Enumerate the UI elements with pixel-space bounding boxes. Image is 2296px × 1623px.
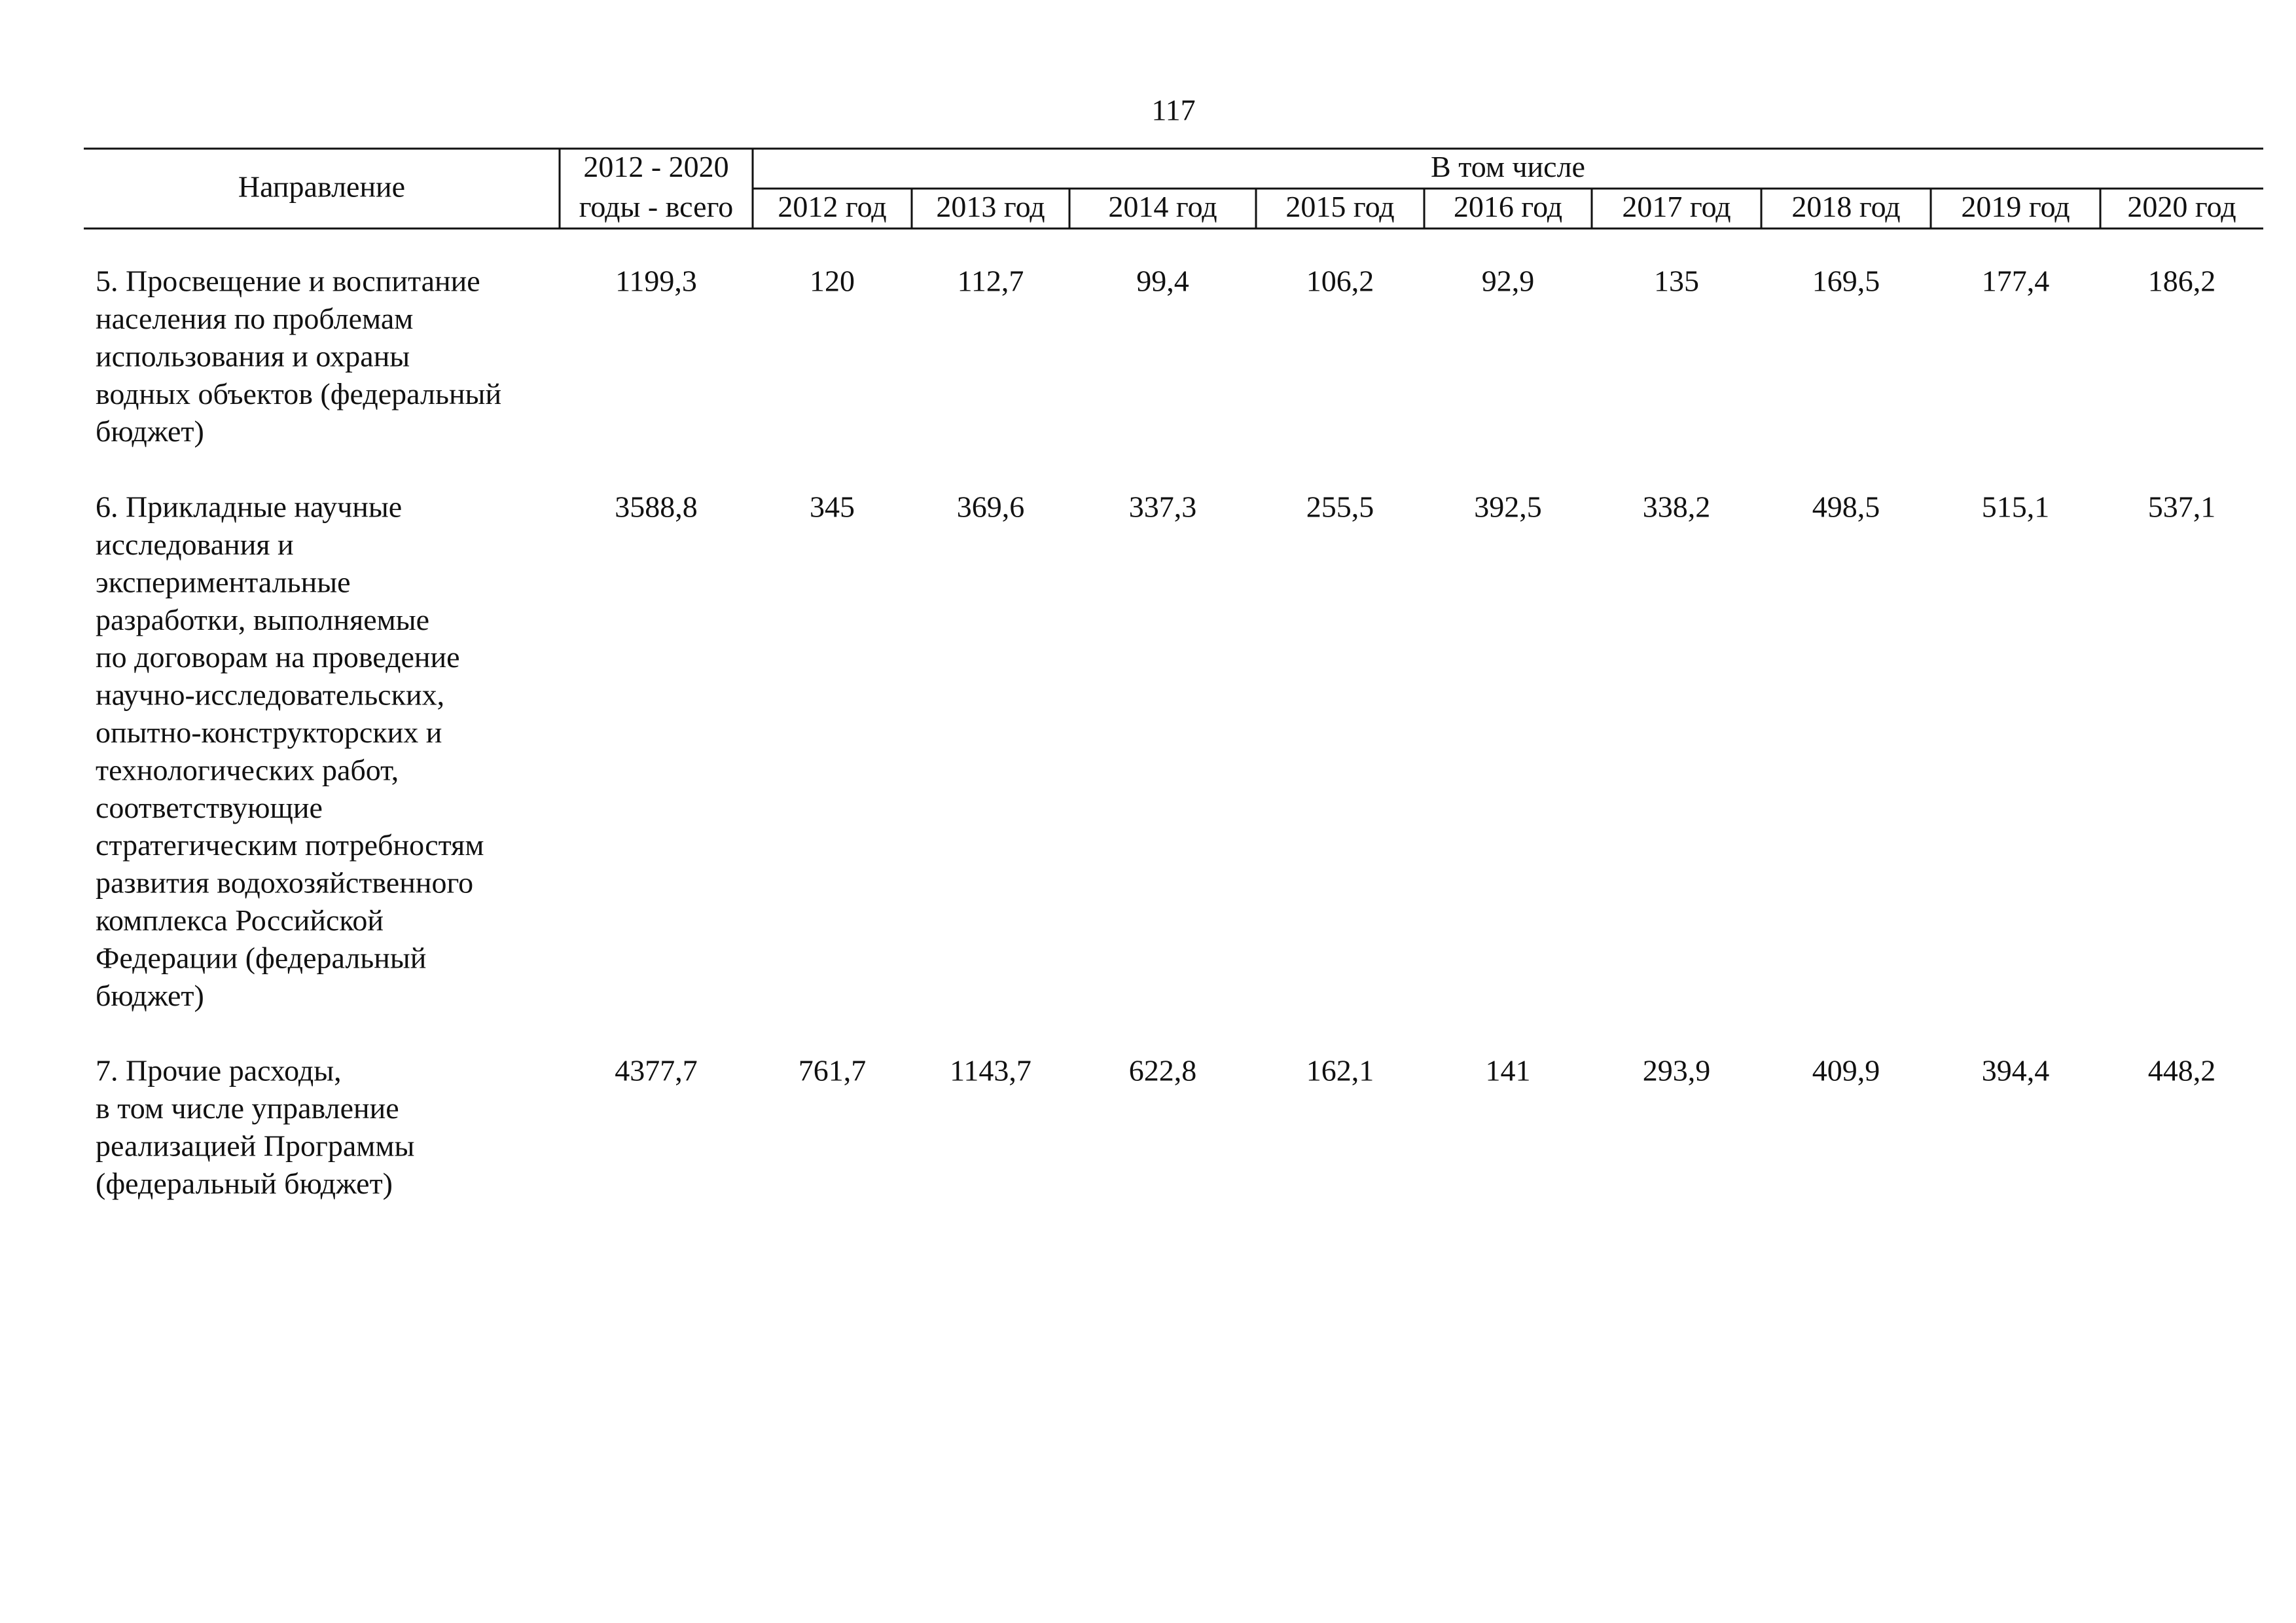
row-year-value: 293,9: [1643, 1054, 1711, 1087]
row-direction: по договорам на проведение: [96, 640, 460, 674]
row-total: 4377,7: [615, 1054, 698, 1087]
row-year-value: 99,4: [1136, 264, 1189, 298]
row-direction: 7. Прочие расходы,: [96, 1054, 342, 1087]
row-year-value: 255,5: [1306, 490, 1374, 524]
row-direction: экспериментальные: [96, 565, 351, 598]
row-year-value: 537,1: [2148, 490, 2216, 524]
row-year-value: 112,7: [958, 264, 1024, 298]
row-year-value: 106,2: [1306, 264, 1374, 298]
header-year: 2012 год: [778, 190, 886, 223]
header-year: 2020 год: [2127, 190, 2236, 223]
row-year-value: 345: [810, 490, 855, 524]
row-year-value: 369,6: [957, 490, 1025, 524]
row-direction: Федерации (федеральный: [96, 941, 426, 974]
row-year-value: 394,4: [1982, 1054, 2050, 1087]
row-direction: 6. Прикладные научные: [96, 490, 402, 524]
row-direction: водных объектов (федеральный: [96, 377, 501, 410]
row-year-value: 338,2: [1643, 490, 1711, 524]
row-year-value: 135: [1654, 264, 1699, 298]
header-year: 2018 год: [1791, 190, 1900, 223]
row-total: 3588,8: [615, 490, 698, 524]
row-year-value: 1143,7: [950, 1054, 1031, 1087]
row-direction: стратегическим потребностям: [96, 828, 484, 862]
page-number: 117: [1151, 94, 1195, 127]
row-year-value: 120: [810, 264, 855, 298]
header-total: 2012 - 2020: [583, 150, 728, 183]
row-year-value: 392,5: [1474, 490, 1542, 524]
row-direction: 5. Просвещение и воспитание: [96, 264, 480, 298]
row-year-value: 141: [1486, 1054, 1531, 1087]
row-direction: разработки, выполняемые: [96, 603, 429, 636]
row-direction: реализацией Программы: [96, 1129, 414, 1162]
row-year-value: 409,9: [1812, 1054, 1880, 1087]
header-year: 2017 год: [1622, 190, 1731, 223]
row-direction: научно-исследовательских,: [96, 678, 444, 712]
row-direction: технологических работ,: [96, 753, 399, 786]
row-year-value: 448,2: [2148, 1054, 2216, 1087]
row-year-value: 162,1: [1306, 1054, 1374, 1087]
row-total: 1199,3: [615, 264, 697, 298]
header-year: 2013 год: [936, 190, 1045, 223]
row-direction: бюджет): [96, 979, 204, 1012]
row-direction: соответствующие: [96, 791, 323, 824]
row-direction: населения по проблемам: [96, 302, 413, 335]
row-direction: (федеральный бюджет): [96, 1167, 393, 1200]
row-direction: использования и охраны: [96, 339, 410, 373]
header-subheader: В том числе: [1431, 150, 1585, 183]
row-year-value: 169,5: [1812, 264, 1880, 298]
header-year: 2016 год: [1454, 190, 1562, 223]
row-direction: опытно-конструкторских и: [96, 716, 442, 749]
row-year-value: 498,5: [1812, 490, 1880, 524]
header-year: 2019 год: [1961, 190, 2070, 223]
row-year-value: 92,9: [1482, 264, 1535, 298]
row-year-value: 761,7: [798, 1054, 867, 1087]
header-total: годы - всего: [579, 190, 734, 223]
row-year-value: 186,2: [2148, 264, 2216, 298]
header-year: 2015 год: [1285, 190, 1394, 223]
row-direction: развития водохозяйственного: [96, 866, 473, 900]
row-year-value: 622,8: [1129, 1054, 1197, 1087]
header-year: 2014 год: [1108, 190, 1217, 223]
row-direction: бюджет): [96, 414, 204, 448]
row-direction: исследования и: [96, 528, 294, 561]
row-year-value: 337,3: [1129, 490, 1197, 524]
row-direction: комплекса Российской: [96, 903, 384, 937]
row-year-value: 177,4: [1982, 264, 2050, 298]
row-direction: в том числе управление: [96, 1091, 399, 1125]
row-year-value: 515,1: [1982, 490, 2050, 524]
header-direction: Направление: [238, 170, 405, 204]
